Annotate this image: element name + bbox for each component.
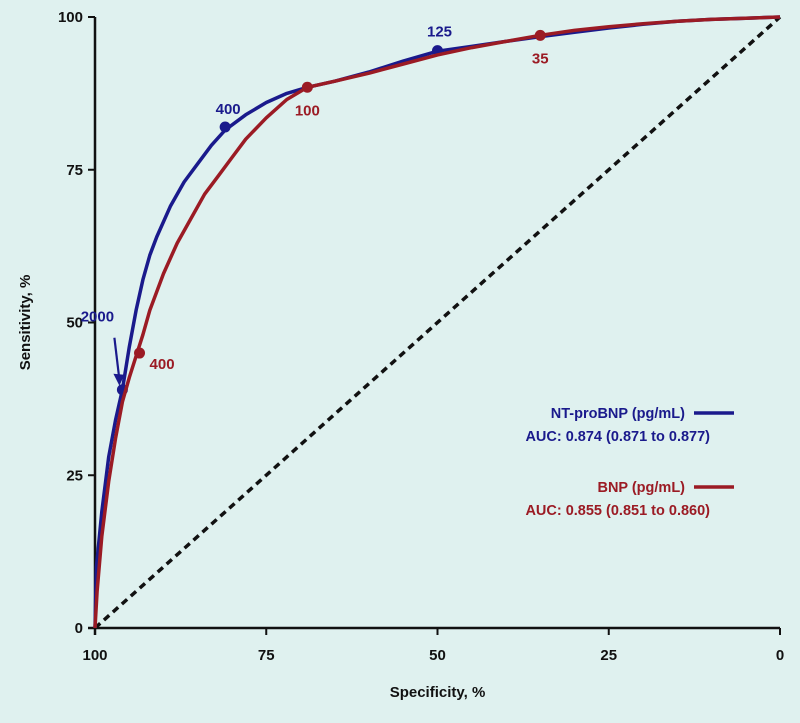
series-1-point-0	[134, 347, 146, 359]
x-tick-label: 50	[429, 647, 446, 664]
legend-series-name-1: BNP (pg/mL)	[597, 480, 685, 496]
x-tick-label: 25	[600, 647, 617, 664]
series-0-point-1	[219, 121, 231, 133]
x-axis-title: Specificity, %	[390, 684, 486, 701]
series-group: 2000 400 125 400 100 35	[81, 15, 781, 629]
legend: NT-proBNP (pg/mL) AUC: 0.874 (0.871 to 0.…	[525, 406, 734, 519]
y-tick-label: 50	[66, 315, 83, 332]
y-tick-label: 0	[75, 620, 83, 637]
axes: 0 25 50 75 100 100 75 50 25 0 Specificity, % Sensit…	[17, 9, 784, 701]
series-1-point-label-1: 100	[295, 102, 320, 119]
series-1-point-label-2: 35	[532, 50, 549, 67]
series-1-point-2	[534, 29, 546, 41]
series-0-point-label-2: 125	[427, 24, 452, 41]
x-tick-label: 100	[82, 647, 107, 664]
y-tick-label: 75	[66, 162, 83, 179]
series-line-1	[93, 15, 781, 629]
y-axis-title: Sensitivity, %	[17, 275, 34, 371]
arrow-head	[113, 373, 125, 386]
arrow-shaft	[113, 337, 121, 380]
legend-series-name-0: NT-proBNP (pg/mL)	[551, 406, 685, 422]
y-tick-label: 25	[66, 467, 83, 484]
series-1-point-1	[301, 81, 313, 93]
series-0-point-label-0: 2000	[81, 309, 114, 326]
series-1-point-label-0: 400	[150, 356, 175, 373]
series-0-point-label-1: 400	[216, 101, 241, 118]
y-tick-label: 100	[58, 9, 83, 26]
reference-line-group	[93, 15, 782, 630]
x-tick-label: 0	[776, 647, 784, 664]
legend-auc-1: AUC: 0.855 (0.851 to 0.860)	[525, 503, 710, 519]
reference-diagonal-line	[93, 15, 782, 630]
legend-auc-0: AUC: 0.874 (0.871 to 0.877)	[525, 429, 710, 445]
x-tick-label: 75	[258, 647, 275, 664]
